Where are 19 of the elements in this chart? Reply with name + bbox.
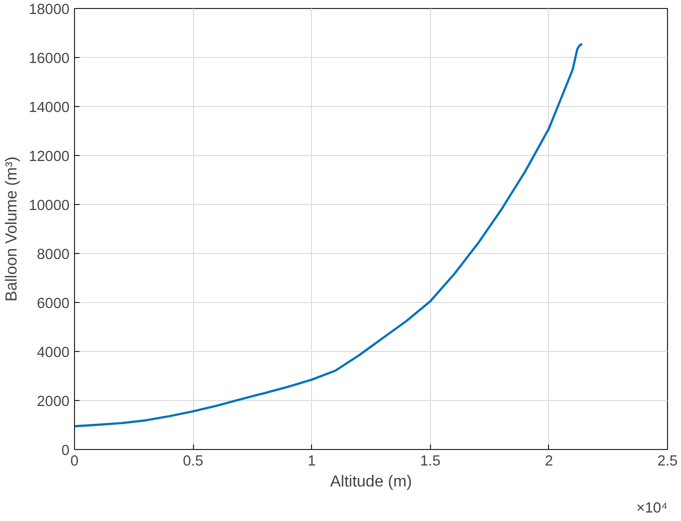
y-tick-label: 14000: [28, 100, 70, 116]
y-tick-label: 6000: [36, 296, 70, 312]
x-tick-label: 2: [544, 454, 553, 470]
y-axis-title: Balloon Volume (m³): [4, 156, 21, 302]
y-tick-label: 0: [61, 443, 70, 459]
x-tick-label: 1: [308, 454, 316, 470]
y-tick-label: 2000: [36, 394, 70, 410]
text: ×10⁴: [636, 500, 668, 516]
y-tick-label: 4000: [36, 345, 70, 361]
y-tick-label: 10000: [28, 198, 70, 214]
y-tick-label: 8000: [36, 247, 70, 263]
x-tick-label: 0.5: [182, 454, 204, 470]
y-tick-label: 18000: [28, 2, 70, 18]
line-series: [74, 42, 584, 428]
y-tick-label: 16000: [28, 51, 70, 67]
x-axis-title: Altitude (m): [330, 474, 412, 490]
x-tick-label: 2.5: [657, 454, 678, 470]
y-tick-label: 12000: [28, 149, 70, 165]
x-tick-label: 1.5: [420, 454, 440, 470]
